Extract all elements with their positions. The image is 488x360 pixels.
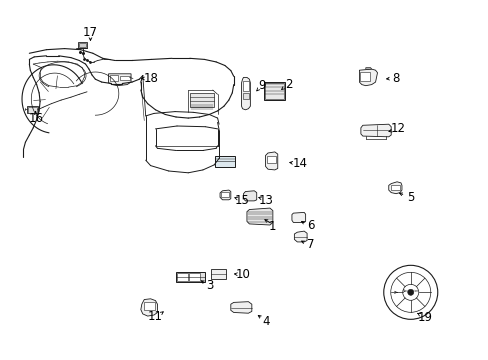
Bar [211,269,225,279]
Text: 15: 15 [234,194,249,207]
Bar [264,82,284,100]
Bar [242,81,249,91]
Bar [390,185,399,190]
Text: 13: 13 [259,194,273,207]
Text: 9: 9 [257,79,265,92]
Bar [79,43,86,47]
Bar [215,156,234,167]
Bar [360,72,369,81]
Bar [177,273,187,281]
Text: Navigation: Navigation [402,289,418,293]
Text: 12: 12 [390,122,405,135]
Bar [243,93,248,99]
Bar [221,192,228,197]
Polygon shape [360,124,390,137]
Bar [264,83,283,99]
Bar [144,302,155,310]
Polygon shape [243,191,256,201]
Bar [28,107,37,113]
Polygon shape [241,77,250,110]
Polygon shape [108,74,131,86]
Text: 14: 14 [292,157,306,170]
Text: 1: 1 [268,220,276,233]
Bar [27,106,38,113]
Text: 6: 6 [306,219,314,232]
Bar [189,93,214,107]
Text: 8: 8 [391,72,399,85]
Polygon shape [291,212,305,222]
Bar [266,156,276,163]
Circle shape [407,289,413,295]
Polygon shape [359,69,377,86]
Polygon shape [141,299,157,316]
Bar [109,75,118,81]
Bar [176,272,205,282]
Bar [120,76,129,80]
Text: 4: 4 [262,315,270,328]
Polygon shape [294,231,306,242]
Text: 19: 19 [417,311,432,324]
Polygon shape [265,152,277,170]
Text: 5: 5 [406,191,414,204]
Polygon shape [220,190,230,200]
Bar [78,42,87,48]
Text: 11: 11 [148,310,163,323]
Polygon shape [246,208,272,225]
Polygon shape [365,68,371,69]
Polygon shape [230,302,251,313]
Text: 7: 7 [306,238,314,251]
Text: 17: 17 [83,26,98,39]
Bar [189,273,200,281]
Text: 18: 18 [144,72,159,85]
Text: 10: 10 [235,268,250,281]
Text: 3: 3 [206,279,214,292]
Text: 16: 16 [28,112,43,125]
Text: 2: 2 [284,78,292,91]
Polygon shape [388,182,401,194]
